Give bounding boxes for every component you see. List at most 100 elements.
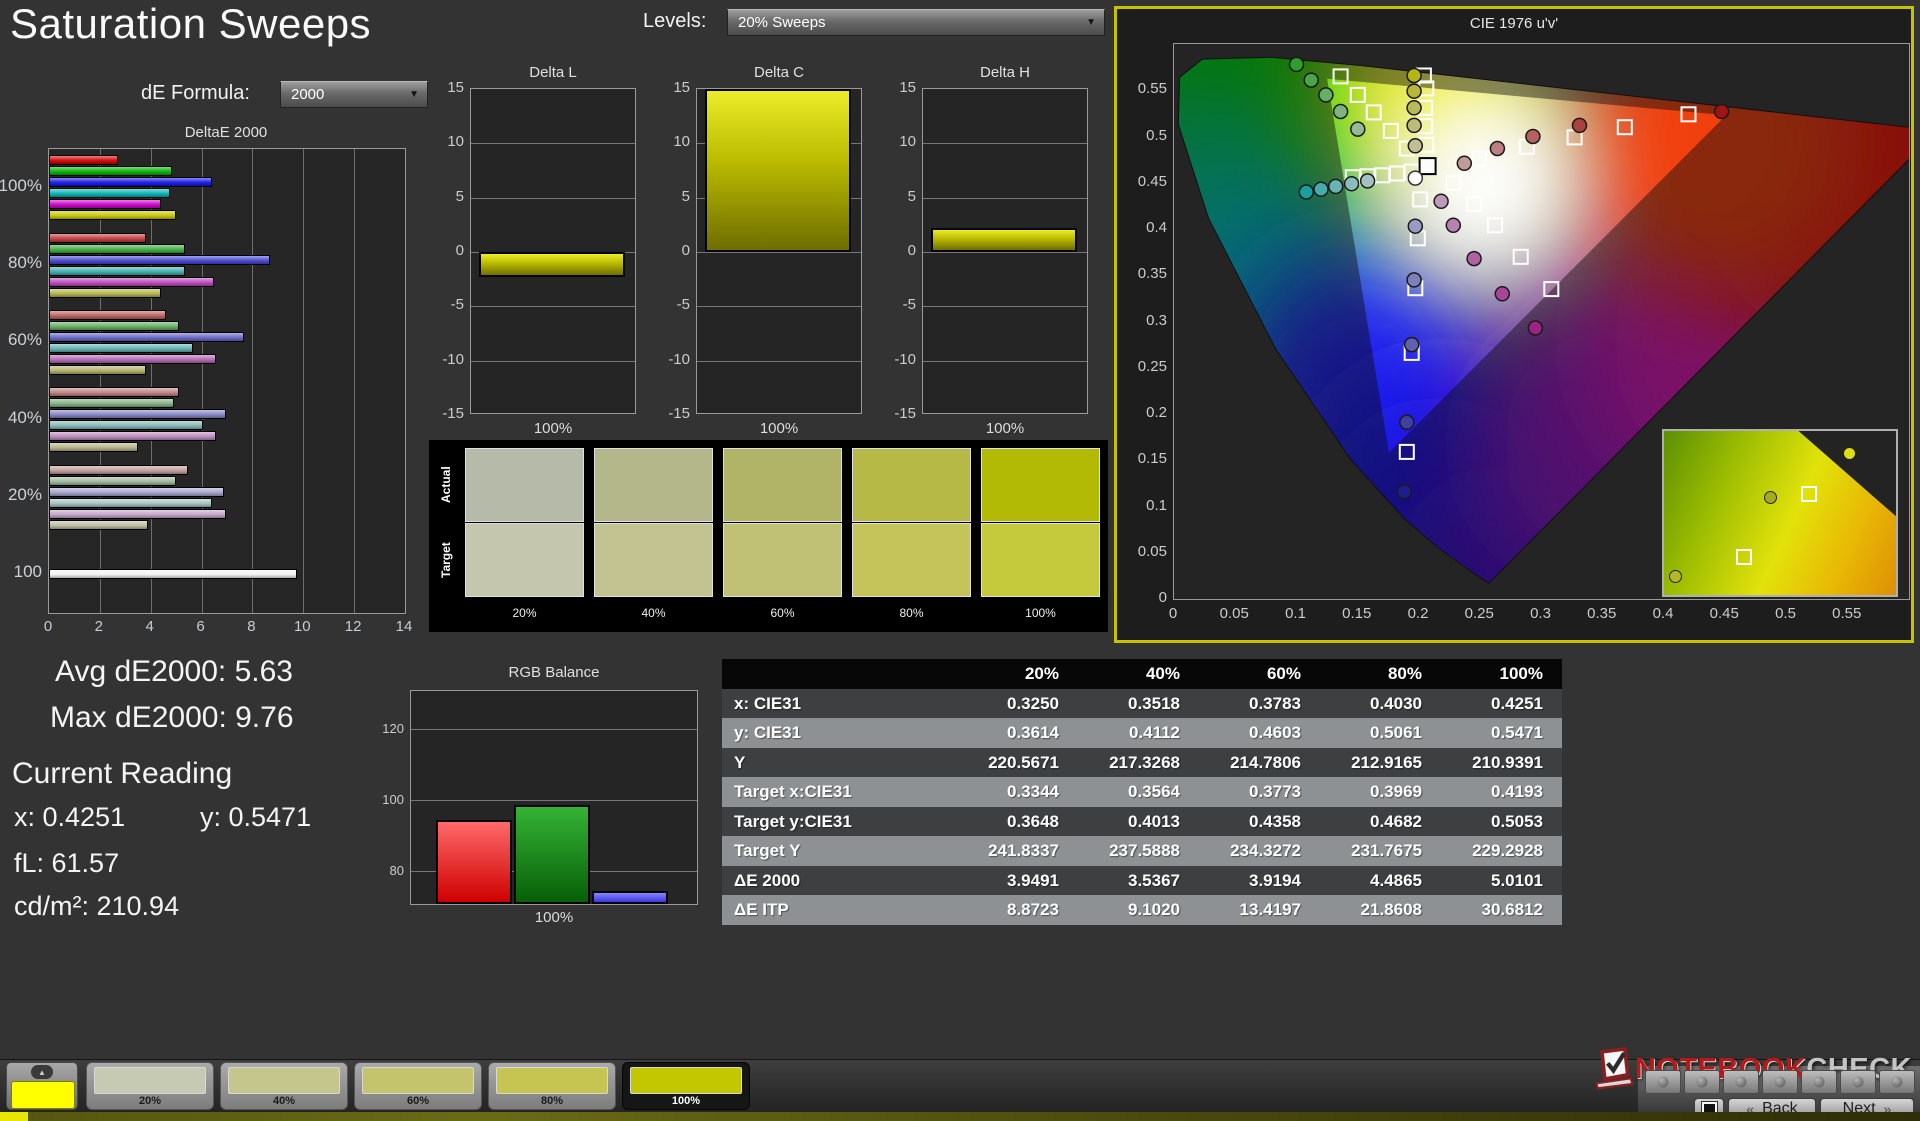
target-swatch <box>723 523 842 597</box>
value-cell: 0.4112 <box>1077 718 1198 748</box>
reading-x-value: x: 0.4251 <box>14 802 126 832</box>
chart-title: Delta H <box>979 64 1031 81</box>
levels-dropdown[interactable]: 20% Sweeps ▼ <box>727 9 1105 36</box>
de-bar <box>49 364 146 375</box>
toolbar-knob-button[interactable] <box>1723 1070 1759 1094</box>
chart-delta_l: Delta L 15 10 5 0 -5 -10 -15 100% <box>430 64 640 446</box>
table-row: Target Y 241.8337 237.5888 234.3272 231.7675… <box>722 836 1562 866</box>
header-cell: 60% <box>1198 659 1319 689</box>
row-label-text: Target x:CIE31 <box>734 782 852 801</box>
x-axis-label: 100% <box>533 420 573 437</box>
selected-color-swatch[interactable] <box>11 1081 75 1109</box>
table-row: y: CIE31 0.3614 0.4112 0.4603 0.5061 0.5471 <box>722 718 1562 748</box>
header-text: 80% <box>1387 664 1422 683</box>
reading-y-value: y: 0.5471 <box>200 802 312 832</box>
y-tick-label: 0.55 <box>1137 80 1167 98</box>
header-text: 20% <box>1024 664 1059 683</box>
value-cell: 5.0101 <box>1440 866 1561 896</box>
header-cell: 40% <box>1077 659 1198 689</box>
card-swatch <box>228 1067 340 1094</box>
inset-target-point <box>1735 548 1752 565</box>
y-tick-label: 0.4 <box>1146 219 1167 236</box>
y-tick-label: 120 <box>382 720 404 736</box>
cell-value: 4.4865 <box>1370 870 1422 890</box>
actual-swatch <box>594 448 713 522</box>
y-tick-label: -5 <box>902 296 916 314</box>
value-cell: 0.4603 <box>1198 718 1319 748</box>
actual-swatch <box>981 448 1100 522</box>
row-label: Target Y <box>722 836 956 866</box>
cie-diagram-panel: CIE 1976 u'v' 0 0 0.05 0.05 0.1 0.1 0.15 0.15 0.… <box>1114 6 1920 643</box>
row-label-text: Target y:CIE31 <box>734 811 852 831</box>
grid-line <box>923 252 1087 253</box>
cell-value: 0.3344 <box>1007 782 1059 801</box>
y-tick-label: 100 <box>382 791 404 807</box>
toolbar-knob-button[interactable] <box>1879 1070 1915 1094</box>
y-tick-label: 80 <box>389 862 404 878</box>
value-cell: 8.8723 <box>956 895 1077 925</box>
y-tick-label: -15 <box>442 405 464 422</box>
value-cell: 231.7675 <box>1319 836 1440 866</box>
table-row: ΔE 2000 3.9491 3.5367 3.9194 4.4865 5.0101 <box>722 865 1562 896</box>
toolbar-knob-button[interactable] <box>1645 1070 1681 1094</box>
de-bar <box>49 508 226 519</box>
y-tick-label: 5 <box>681 187 690 205</box>
cell-value: 9.1020 <box>1128 900 1180 919</box>
y-tick-label: -5 <box>450 296 464 314</box>
swatch-percent-label: 60% <box>770 606 795 620</box>
current-reading-heading: Current Reading <box>12 757 233 790</box>
cell-value: 0.4603 <box>1249 723 1301 742</box>
cell-value: 0.4682 <box>1370 811 1422 831</box>
x-tick-label: 0.55 <box>1832 605 1862 622</box>
cell-value: 210.9391 <box>1472 752 1543 772</box>
de-bar <box>49 431 216 442</box>
value-cell: 0.4030 <box>1319 689 1440 719</box>
table-header-row: 20% 40% 60% 80% 100% <box>722 659 1562 689</box>
rgb-bar-red <box>436 819 512 904</box>
de-formula-dropdown[interactable]: 2000 ▼ <box>280 81 428 108</box>
inset-out-of-gamut-corner <box>1798 431 1896 517</box>
rgb-balance-x-label: 100% <box>534 909 574 926</box>
header-cell <box>722 659 956 689</box>
y-tick-label: 0.1 <box>1146 496 1167 514</box>
grid-line <box>201 149 203 613</box>
inset-measured-point <box>1763 491 1777 505</box>
expand-button[interactable]: ▲ <box>31 1065 53 1079</box>
y-tick-label: 5 <box>455 187 464 205</box>
toolbar-knob-button[interactable] <box>1762 1070 1798 1094</box>
de-bar <box>49 331 244 342</box>
value-cell: 0.5053 <box>1440 807 1561 837</box>
saturation-card-100%[interactable]: 100% <box>622 1062 750 1110</box>
x-tick-label: 0.5 <box>1775 605 1796 622</box>
value-cell: 220.5671 <box>956 748 1077 778</box>
value-cell: 3.9491 <box>956 866 1077 896</box>
y-tick-label: -10 <box>442 350 464 368</box>
cell-value: 0.4251 <box>1491 693 1543 713</box>
row-label: ΔE 2000 <box>722 866 956 896</box>
x-tick-label: 10 <box>293 618 311 635</box>
grid-line <box>252 149 254 613</box>
target-swatch <box>981 523 1100 597</box>
x-axis-label: 100% <box>985 420 1025 437</box>
knob-icon <box>1657 1076 1669 1088</box>
cell-value: 0.3564 <box>1128 782 1180 801</box>
saturation-card-20%[interactable]: 20% <box>86 1062 214 1110</box>
value-cell: 0.3518 <box>1077 689 1198 719</box>
reading-fl-value: fL: 61.57 <box>14 848 120 878</box>
cell-value: 0.5471 <box>1491 723 1543 742</box>
saturation-card-60%[interactable]: 60% <box>354 1062 482 1110</box>
swatch-percent-label: 100% <box>1025 606 1056 620</box>
chevron-down-icon: ▼ <box>1086 17 1096 28</box>
toolbar-knob-button[interactable] <box>1684 1070 1720 1094</box>
value-cell: 13.4197 <box>1198 895 1319 925</box>
saturation-card-80%[interactable]: 80% <box>488 1062 616 1110</box>
value-cell: 0.5471 <box>1440 718 1561 748</box>
value-cell: 237.5888 <box>1077 836 1198 866</box>
toolbar-knob-button[interactable] <box>1840 1070 1876 1094</box>
toolbar-knob-button[interactable] <box>1801 1070 1837 1094</box>
value-cell: 0.3773 <box>1198 777 1319 807</box>
cell-value: 0.3614 <box>1007 723 1059 742</box>
x-tick-label: 12 <box>344 618 362 635</box>
saturation-card-40%[interactable]: 40% <box>220 1062 348 1110</box>
